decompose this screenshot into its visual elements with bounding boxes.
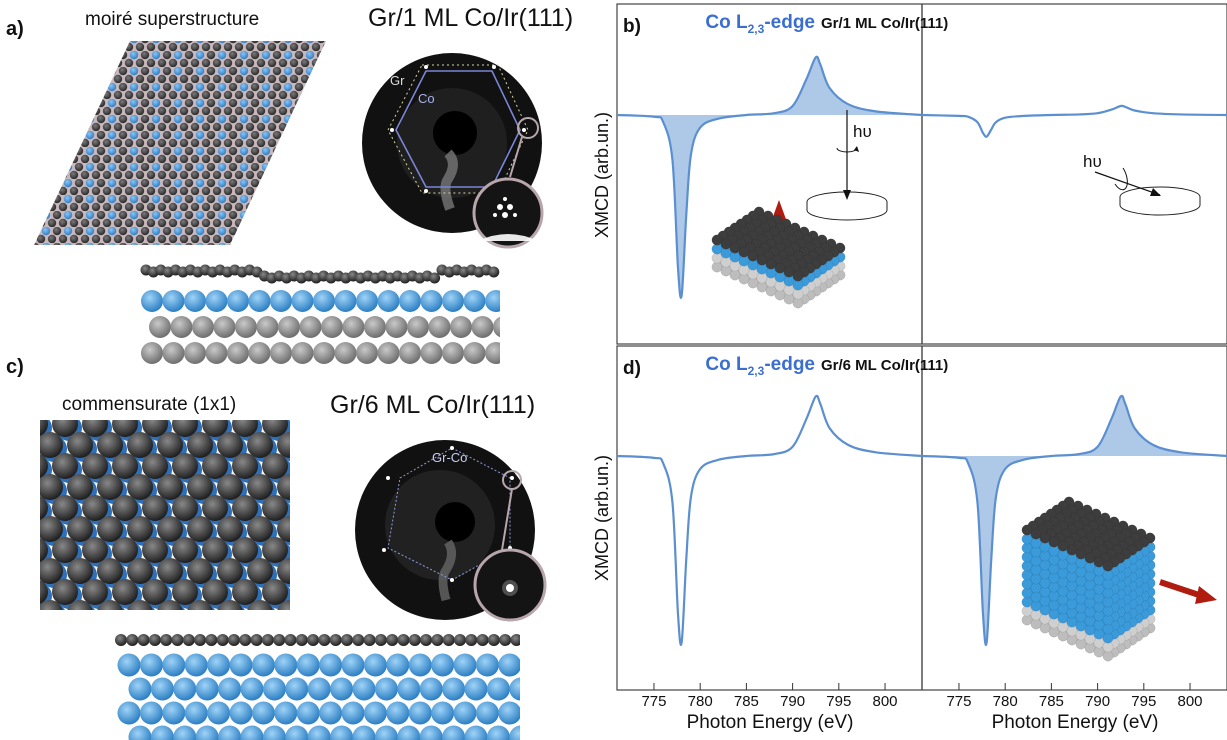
xmcd-figure: b) d) Co L2,3-edge Gr/1 ML Co/Ir(111) Co… [592,3,1227,733]
panel-a-title: Gr/1 ML Co/Ir(111) [368,4,574,32]
x-tick-label: 790 [1085,693,1110,710]
leed-pattern-a-image: Gr Co [362,53,544,249]
x-tick-label: 795 [1131,693,1156,710]
x-tick-label: 780 [688,693,713,710]
normal-incidence-diagram: hυ [806,110,888,221]
x-tick-label: 800 [873,693,898,710]
xmcd-curve-b-left [616,55,923,299]
x-tick-label: 795 [826,693,851,710]
x-tick-label: 775 [641,693,666,710]
magnetization-arrow-inplane [1159,579,1217,604]
xmcd-curve-d-left [616,394,923,646]
panel-b-edge-title: Co L2,3-edge [705,12,815,36]
leed-pattern-c-image: Gr-Co [355,440,547,622]
leed-label-gr-co: Gr-Co [432,450,467,465]
x-tick-label: 785 [734,693,759,710]
panel-c-title: Gr/6 ML Co/Ir(111) [330,391,536,419]
thin-film-stack-b [711,206,846,309]
photon-label-b-right: hυ [1083,152,1102,171]
panel-d-ylabel: XMCD (arb.un.) [592,455,612,581]
panel-a-letter: a) [6,18,24,40]
panel-d-left-xlabel: Photon Energy (eV) [687,712,854,733]
leed-label-co: Co [418,91,435,106]
panel-b-ylabel: XMCD (arb.un.) [592,112,612,238]
panel-b-sample: Gr/1 ML Co/Ir(111) [821,15,948,32]
panel-d-letter: d) [623,358,641,379]
moire-side-view-image [140,250,500,370]
panel-a-caption: moiré superstructure [85,9,260,30]
commensurate-side-view-image [115,634,520,740]
photon-label-b-left: hυ [853,122,872,141]
xmcd-fill-d-right [922,395,1227,645]
xmcd-fill-b-left [617,56,922,298]
panel-c-letter: c) [6,356,24,378]
x-tick-label: 780 [993,693,1018,710]
leed-label-gr: Gr [390,73,405,88]
panel-d-edge-title: Co L2,3-edge [705,354,815,378]
panel-d-right-xlabel: Photon Energy (eV) [992,712,1159,733]
panel-b-letter: b) [623,16,641,37]
commensurate-lattice-image [40,420,290,610]
xmcd-curve-d-right [921,394,1227,646]
xmcd-curve-b-right [921,104,1227,138]
x-tick-label: 785 [1039,693,1064,710]
x-tick-label: 800 [1178,693,1203,710]
panel-c-caption: commensurate (1x1) [62,394,237,415]
grazing-incidence-diagram: hυ [1083,152,1201,216]
x-tick-label: 775 [946,693,971,710]
x-tick-label: 790 [780,693,805,710]
moire-lattice-image [34,41,326,245]
panel-d-sample: Gr/6 ML Co/Ir(111) [821,357,948,374]
thick-film-stack-d [1021,496,1156,662]
